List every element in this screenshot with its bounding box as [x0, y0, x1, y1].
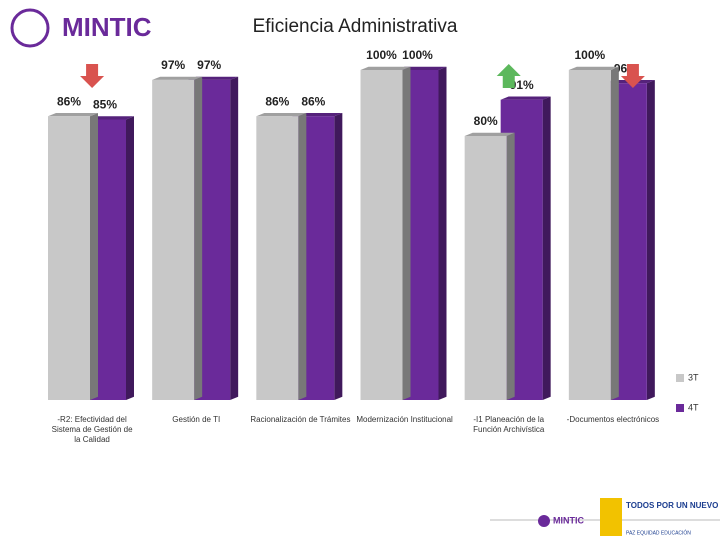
bar-side: [646, 80, 655, 400]
value-label: 97%: [161, 58, 185, 72]
value-label: 85%: [93, 98, 117, 112]
bar-front: [568, 70, 611, 400]
trend-arrow: [80, 64, 105, 88]
bar-side: [126, 116, 134, 401]
value-label: 86%: [301, 94, 325, 108]
bar-top: [360, 66, 411, 70]
value-label: 100%: [574, 48, 605, 62]
legend-swatch: [676, 404, 684, 412]
bar-side: [90, 113, 98, 400]
bar-top: [568, 66, 619, 70]
x-tick-label: Modernización Institucional: [356, 415, 453, 424]
value-label: 91%: [510, 78, 534, 92]
bar-front: [152, 79, 195, 401]
bar-side: [438, 66, 447, 401]
bar-top: [464, 132, 515, 136]
bar-side: [298, 113, 307, 400]
legend-label: 4T: [688, 402, 699, 412]
bar-front: [256, 116, 299, 400]
trend-arrow: [496, 64, 521, 88]
bar: [464, 132, 515, 401]
value-label: 97%: [197, 58, 221, 72]
bar-front: [48, 116, 90, 400]
chart-title: Eficiencia Administrativa: [253, 16, 458, 37]
bar-side: [194, 76, 203, 400]
bar-side: [402, 66, 411, 401]
trend-arrow: [620, 64, 645, 88]
bar: [360, 66, 411, 401]
bar-front: [360, 70, 403, 400]
logo-emblem: [10, 8, 50, 48]
footer-motto: PAZ EQUIDAD EDUCACIÓN: [626, 529, 691, 536]
footer-emblem: [538, 515, 550, 527]
value-label: 80%: [474, 114, 498, 128]
bar: [48, 113, 98, 400]
x-tick-label: Racionalización de Trámites: [250, 415, 350, 424]
footer-logo: MINTIC: [553, 515, 584, 525]
bar-side: [506, 132, 515, 401]
legend-label: 3T: [688, 372, 699, 382]
bar-side: [542, 96, 551, 400]
bar-side: [334, 113, 343, 400]
bar-side: [230, 76, 239, 400]
value-label: 86%: [265, 94, 289, 108]
value-label: 86%: [57, 94, 81, 108]
legend-swatch: [676, 374, 684, 382]
bar: [152, 76, 203, 401]
footer-slogan: TODOS POR UN NUEVO PAÍS: [626, 501, 720, 510]
x-tick-label: -I1 Planeación de la Función Archivística: [473, 415, 545, 434]
bar-front: [464, 136, 507, 400]
bar-top: [256, 113, 307, 117]
value-label: 100%: [366, 48, 397, 62]
bar-top: [152, 76, 203, 80]
x-tick-label: -Documentos electrónicos: [567, 415, 659, 424]
bar: [256, 113, 307, 400]
value-label: 100%: [402, 48, 433, 62]
x-tick-label: -R2: Efectividad del Sistema de Gestión d…: [52, 415, 133, 444]
header-logo: MINTIC: [62, 12, 152, 42]
bar: [568, 66, 619, 401]
bar-top: [500, 96, 551, 100]
bar-side: [610, 66, 619, 401]
x-tick-label: Gestión de TI: [172, 415, 220, 424]
bar-top: [48, 113, 98, 117]
footer-flag: [600, 498, 622, 536]
